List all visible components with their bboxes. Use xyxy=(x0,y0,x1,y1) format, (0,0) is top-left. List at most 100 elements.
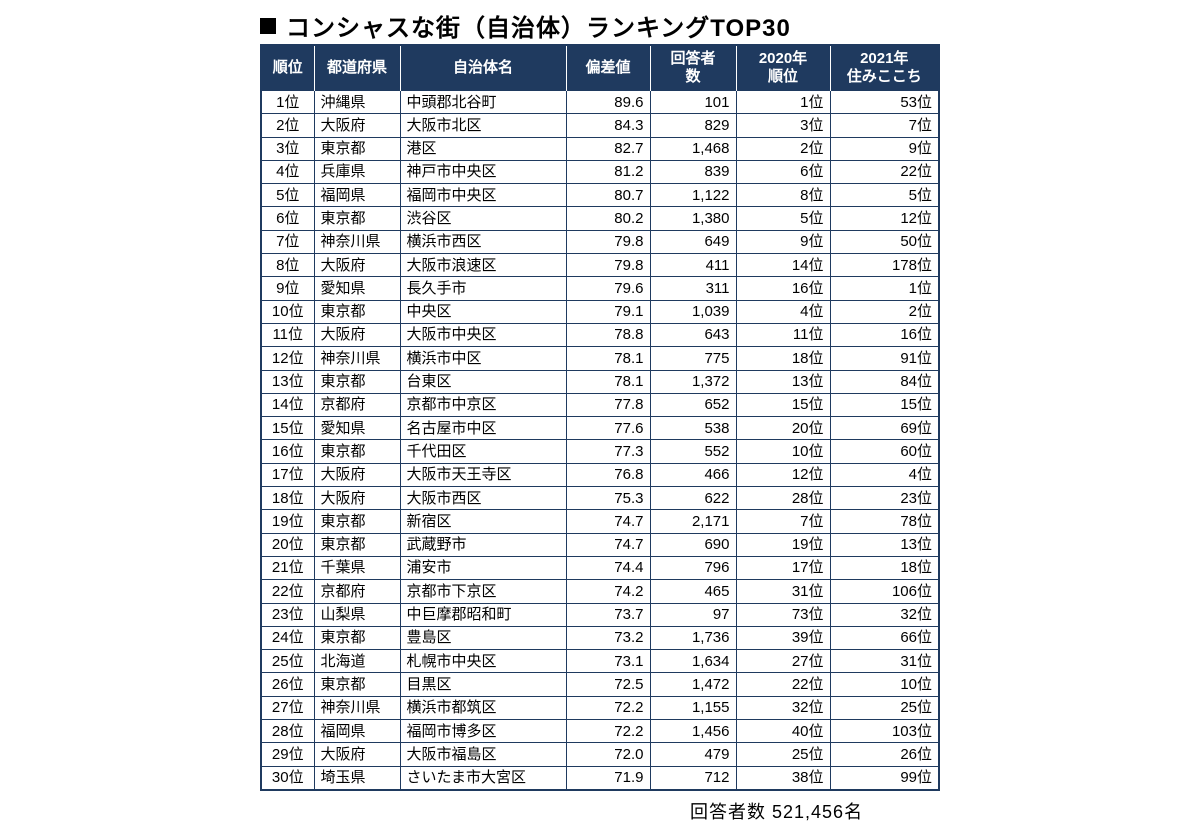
cell-resp: 796 xyxy=(650,556,736,579)
col-header-2: 自治体名 xyxy=(400,46,566,91)
cell-resp: 1,468 xyxy=(650,137,736,160)
cell-r2020: 31位 xyxy=(736,580,830,603)
table-header-row: 順位都道府県自治体名偏差値回答者数2020年順位2021年住みここち xyxy=(262,46,938,91)
cell-pref: 大阪府 xyxy=(314,323,400,346)
cell-r2020: 22位 xyxy=(736,673,830,696)
cell-city: 大阪市福島区 xyxy=(400,743,566,766)
cell-r2021: 31位 xyxy=(830,650,938,673)
cell-pref: 大阪府 xyxy=(314,743,400,766)
table-row: 26位東京都目黒区72.51,47222位10位 xyxy=(262,673,938,696)
cell-r2021: 4位 xyxy=(830,463,938,486)
cell-resp: 465 xyxy=(650,580,736,603)
cell-rank: 11位 xyxy=(262,323,314,346)
cell-city: 福岡市中央区 xyxy=(400,184,566,207)
cell-pref: 大阪府 xyxy=(314,463,400,486)
cell-rank: 14位 xyxy=(262,393,314,416)
cell-city: 長久手市 xyxy=(400,277,566,300)
cell-r2020: 25位 xyxy=(736,743,830,766)
cell-r2020: 17位 xyxy=(736,556,830,579)
cell-rank: 22位 xyxy=(262,580,314,603)
cell-city: 横浜市都筑区 xyxy=(400,696,566,719)
cell-r2021: 66位 xyxy=(830,626,938,649)
cell-rank: 25位 xyxy=(262,650,314,673)
cell-city: 大阪市西区 xyxy=(400,487,566,510)
cell-r2020: 12位 xyxy=(736,463,830,486)
table-row: 8位大阪府大阪市浪速区79.841114位178位 xyxy=(262,254,938,277)
cell-resp: 1,456 xyxy=(650,720,736,743)
cell-resp: 1,122 xyxy=(650,184,736,207)
cell-r2021: 12位 xyxy=(830,207,938,230)
table-row: 16位東京都千代田区77.355210位60位 xyxy=(262,440,938,463)
cell-city: 武蔵野市 xyxy=(400,533,566,556)
cell-pref: 神奈川県 xyxy=(314,347,400,370)
col-header-3: 偏差値 xyxy=(566,46,650,91)
table-row: 22位京都府京都市下京区74.246531位106位 xyxy=(262,580,938,603)
cell-r2021: 91位 xyxy=(830,347,938,370)
cell-resp: 1,634 xyxy=(650,650,736,673)
table-row: 13位東京都台東区78.11,37213位84位 xyxy=(262,370,938,393)
cell-pref: 東京都 xyxy=(314,207,400,230)
cell-rank: 29位 xyxy=(262,743,314,766)
table-row: 11位大阪府大阪市中央区78.864311位16位 xyxy=(262,323,938,346)
cell-dev: 79.8 xyxy=(566,230,650,253)
cell-city: 中巨摩郡昭和町 xyxy=(400,603,566,626)
cell-r2021: 15位 xyxy=(830,393,938,416)
cell-r2021: 1位 xyxy=(830,277,938,300)
title-row: コンシャスな街（自治体）ランキングTOP30 xyxy=(260,8,791,43)
cell-city: さいたま市大宮区 xyxy=(400,766,566,789)
cell-dev: 75.3 xyxy=(566,487,650,510)
cell-dev: 72.5 xyxy=(566,673,650,696)
cell-r2021: 10位 xyxy=(830,673,938,696)
table-row: 4位兵庫県神戸市中央区81.28396位22位 xyxy=(262,160,938,183)
cell-resp: 649 xyxy=(650,230,736,253)
cell-rank: 7位 xyxy=(262,230,314,253)
cell-r2021: 60位 xyxy=(830,440,938,463)
cell-rank: 20位 xyxy=(262,533,314,556)
cell-city: 中央区 xyxy=(400,300,566,323)
cell-dev: 71.9 xyxy=(566,766,650,789)
cell-dev: 79.1 xyxy=(566,300,650,323)
cell-r2021: 2位 xyxy=(830,300,938,323)
footer-note: 回答者数 521,456名 xyxy=(690,798,863,824)
cell-pref: 神奈川県 xyxy=(314,696,400,719)
cell-resp: 1,472 xyxy=(650,673,736,696)
cell-city: 神戸市中央区 xyxy=(400,160,566,183)
cell-r2021: 7位 xyxy=(830,114,938,137)
cell-dev: 89.6 xyxy=(566,91,650,114)
cell-rank: 16位 xyxy=(262,440,314,463)
cell-pref: 愛知県 xyxy=(314,417,400,440)
cell-rank: 17位 xyxy=(262,463,314,486)
cell-resp: 2,171 xyxy=(650,510,736,533)
cell-resp: 1,039 xyxy=(650,300,736,323)
cell-dev: 72.2 xyxy=(566,696,650,719)
cell-resp: 775 xyxy=(650,347,736,370)
cell-pref: 京都府 xyxy=(314,580,400,603)
table-row: 23位山梨県中巨摩郡昭和町73.79773位32位 xyxy=(262,603,938,626)
cell-pref: 大阪府 xyxy=(314,114,400,137)
cell-r2021: 25位 xyxy=(830,696,938,719)
table-head: 順位都道府県自治体名偏差値回答者数2020年順位2021年住みここち xyxy=(262,46,938,91)
cell-r2021: 26位 xyxy=(830,743,938,766)
cell-r2020: 3位 xyxy=(736,114,830,137)
cell-rank: 26位 xyxy=(262,673,314,696)
ranking-table-container: 順位都道府県自治体名偏差値回答者数2020年順位2021年住みここち 1位沖縄県… xyxy=(260,44,940,791)
cell-r2021: 13位 xyxy=(830,533,938,556)
cell-resp: 622 xyxy=(650,487,736,510)
cell-r2020: 6位 xyxy=(736,160,830,183)
cell-rank: 10位 xyxy=(262,300,314,323)
cell-r2021: 69位 xyxy=(830,417,938,440)
cell-r2020: 7位 xyxy=(736,510,830,533)
table-row: 7位神奈川県横浜市西区79.86499位50位 xyxy=(262,230,938,253)
cell-pref: 北海道 xyxy=(314,650,400,673)
cell-pref: 東京都 xyxy=(314,440,400,463)
cell-city: 名古屋市中区 xyxy=(400,417,566,440)
cell-resp: 1,380 xyxy=(650,207,736,230)
cell-pref: 東京都 xyxy=(314,626,400,649)
cell-r2020: 20位 xyxy=(736,417,830,440)
cell-pref: 山梨県 xyxy=(314,603,400,626)
cell-pref: 東京都 xyxy=(314,673,400,696)
table-row: 17位大阪府大阪市天王寺区76.846612位4位 xyxy=(262,463,938,486)
table-row: 24位東京都豊島区73.21,73639位66位 xyxy=(262,626,938,649)
cell-city: 横浜市中区 xyxy=(400,347,566,370)
cell-rank: 19位 xyxy=(262,510,314,533)
